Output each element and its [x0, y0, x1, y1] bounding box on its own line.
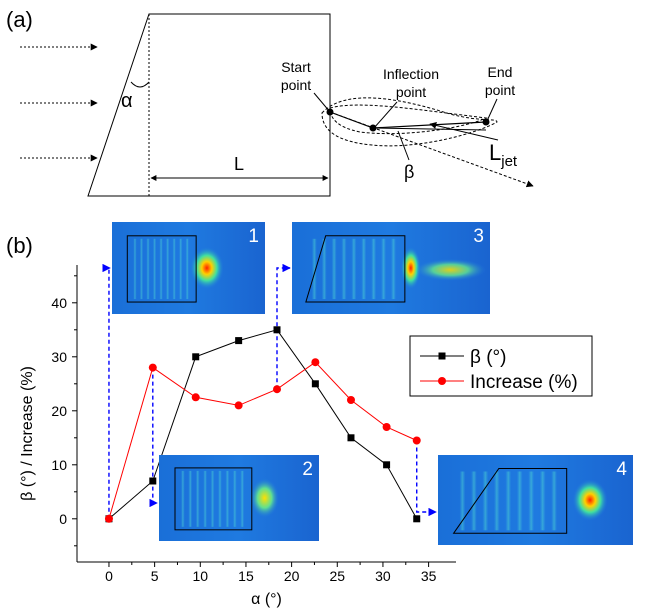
svg-text:Inflection: Inflection	[383, 66, 439, 82]
end-point-marker	[482, 118, 490, 126]
data-point-beta	[383, 461, 391, 469]
data-point-beta	[347, 434, 355, 442]
inset-1: 1	[112, 222, 265, 314]
y-axis-label: β (°) / Increase (%)	[19, 366, 36, 501]
x-tick-label: 5	[151, 568, 159, 584]
legend-label-increase: Increase (%)	[470, 372, 578, 393]
panel-a: (a) α L Start point	[6, 7, 534, 197]
ljet-label: Ljet	[489, 140, 518, 170]
inflection-tangent	[372, 127, 487, 131]
panel-b-label: (b)	[6, 233, 33, 258]
inset-3: 3	[292, 222, 490, 314]
inset-number: 4	[616, 459, 627, 480]
y-tick-label: 30	[51, 349, 67, 365]
inflection-point-marker	[369, 124, 377, 132]
legend-marker-beta	[438, 352, 446, 360]
data-point-beta	[235, 337, 243, 345]
data-point-increase	[311, 358, 320, 367]
x-axis-label: α (°)	[251, 591, 282, 608]
svg-text:Start: Start	[281, 59, 311, 75]
inset-number: 3	[473, 226, 484, 247]
inset-number: 1	[248, 226, 259, 247]
y-tick-label: 10	[51, 457, 67, 473]
x-tick-label: 25	[329, 568, 345, 584]
start-point-label: Start point	[281, 59, 311, 93]
data-point-increase	[346, 396, 355, 404]
panel-a-label: (a)	[6, 7, 33, 32]
insets: 1 3 2 4	[112, 222, 633, 545]
svg-text:point: point	[485, 82, 515, 98]
legend-marker-increase	[438, 377, 446, 385]
x-tick-label: 35	[421, 568, 437, 584]
length-label: L	[234, 154, 244, 174]
inset-connector	[149, 367, 158, 508]
beta-label: β	[404, 162, 414, 182]
incident-arrows	[20, 43, 98, 162]
svg-text:point: point	[396, 84, 426, 100]
inflection-point-leader	[373, 101, 398, 129]
inset-connector	[102, 263, 111, 519]
data-point-beta	[273, 326, 281, 334]
data-point-increase	[234, 401, 243, 410]
inset-connector	[416, 440, 437, 517]
start-point-leader	[313, 92, 331, 113]
jet-envelope	[321, 97, 498, 147]
x-tick-label: 20	[284, 568, 300, 584]
legend-box	[409, 335, 593, 397]
legend: β (°) Increase (%)	[409, 335, 593, 397]
particle-outline	[87, 13, 331, 197]
x-tick-label: 0	[105, 568, 113, 584]
y-tick-label: 20	[51, 403, 67, 419]
panel-b: (b) 0 5 10 15 20 25 30 35 0 10 20 30 40 α (°) β (°) / …	[6, 222, 633, 608]
x-tick-label: 15	[238, 568, 254, 584]
beta-leader	[397, 130, 410, 161]
alpha-label: α	[121, 90, 133, 112]
y-tick-label: 40	[51, 295, 67, 311]
data-point-increase	[412, 436, 421, 445]
inset-2: 2	[159, 455, 319, 541]
data-point-beta	[311, 380, 319, 388]
legend-label-beta: β (°)	[470, 347, 506, 368]
y-tick-label: 0	[59, 511, 67, 527]
inset-4: 4	[438, 455, 633, 545]
x-tick-label: 30	[375, 568, 391, 584]
svg-text:End: End	[488, 64, 513, 80]
ljet-arrow	[429, 122, 499, 141]
axes: 0 5 10 15 20 25 30 35 0 10 20 30 40 α (°) β (°) / Incr…	[19, 265, 456, 608]
data-point-increase	[148, 363, 157, 372]
inset-connector	[276, 263, 291, 390]
inset-number: 2	[302, 459, 313, 480]
x-tick-label: 10	[193, 568, 209, 584]
data-point-increase	[104, 514, 113, 523]
inflection-point-label: Inflection point	[383, 66, 439, 100]
series-layer	[104, 326, 421, 523]
alpha-arc	[130, 81, 150, 88]
end-point-label: End point	[485, 64, 515, 98]
inset-connectors	[102, 263, 437, 519]
data-point-increase	[191, 393, 200, 402]
data-point-beta	[413, 515, 421, 523]
end-point-leader	[486, 98, 498, 122]
data-point-beta	[192, 353, 200, 361]
svg-text:point: point	[281, 77, 311, 93]
data-point-increase	[273, 385, 282, 394]
data-point-increase	[382, 423, 391, 431]
data-point-beta	[149, 477, 157, 485]
